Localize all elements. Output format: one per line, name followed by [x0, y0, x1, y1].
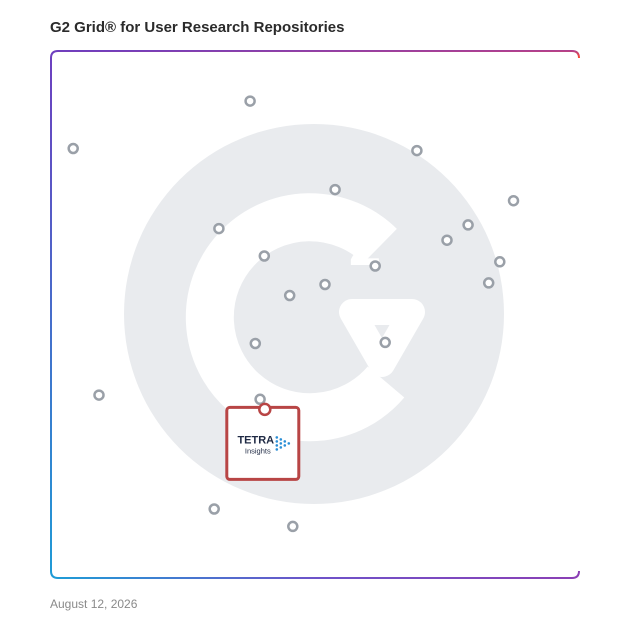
data-point-5[interactable] [507, 194, 520, 207]
highlight-point [258, 402, 272, 417]
data-point-20[interactable] [287, 520, 299, 533]
brand-name-bottom: Insights [245, 446, 271, 455]
tetra-triangle-icon [275, 436, 291, 451]
data-point-4[interactable] [329, 183, 341, 196]
data-point-13[interactable] [283, 289, 296, 302]
data-point-11[interactable] [494, 256, 506, 268]
data-point-19[interactable] [208, 503, 220, 515]
brand-name-top: TETRA [237, 434, 274, 446]
data-point-1[interactable] [244, 95, 256, 107]
chart-title: G2 Grid® for User Research Repositories [50, 19, 345, 36]
highlighted-vendor-marker[interactable]: TETRA Insights [225, 402, 301, 481]
data-point-16[interactable] [379, 336, 391, 349]
data-point-9[interactable] [258, 250, 271, 262]
data-point-3[interactable] [411, 144, 423, 157]
data-points [67, 95, 520, 533]
data-point-18[interactable] [254, 393, 266, 406]
data-point-10[interactable] [369, 260, 381, 272]
data-point-7[interactable] [462, 219, 474, 231]
report-date: August 12, 2026 [50, 597, 138, 611]
data-point-15[interactable] [249, 337, 262, 350]
data-point-14[interactable] [482, 277, 495, 289]
grid-frame [50, 50, 580, 579]
data-point-8[interactable] [441, 234, 453, 246]
data-point-2[interactable] [67, 142, 79, 155]
data-point-6[interactable] [213, 222, 225, 235]
data-point-12[interactable] [319, 278, 331, 291]
data-point-17[interactable] [93, 389, 105, 401]
g2-logo-icon: 2 [124, 124, 504, 504]
